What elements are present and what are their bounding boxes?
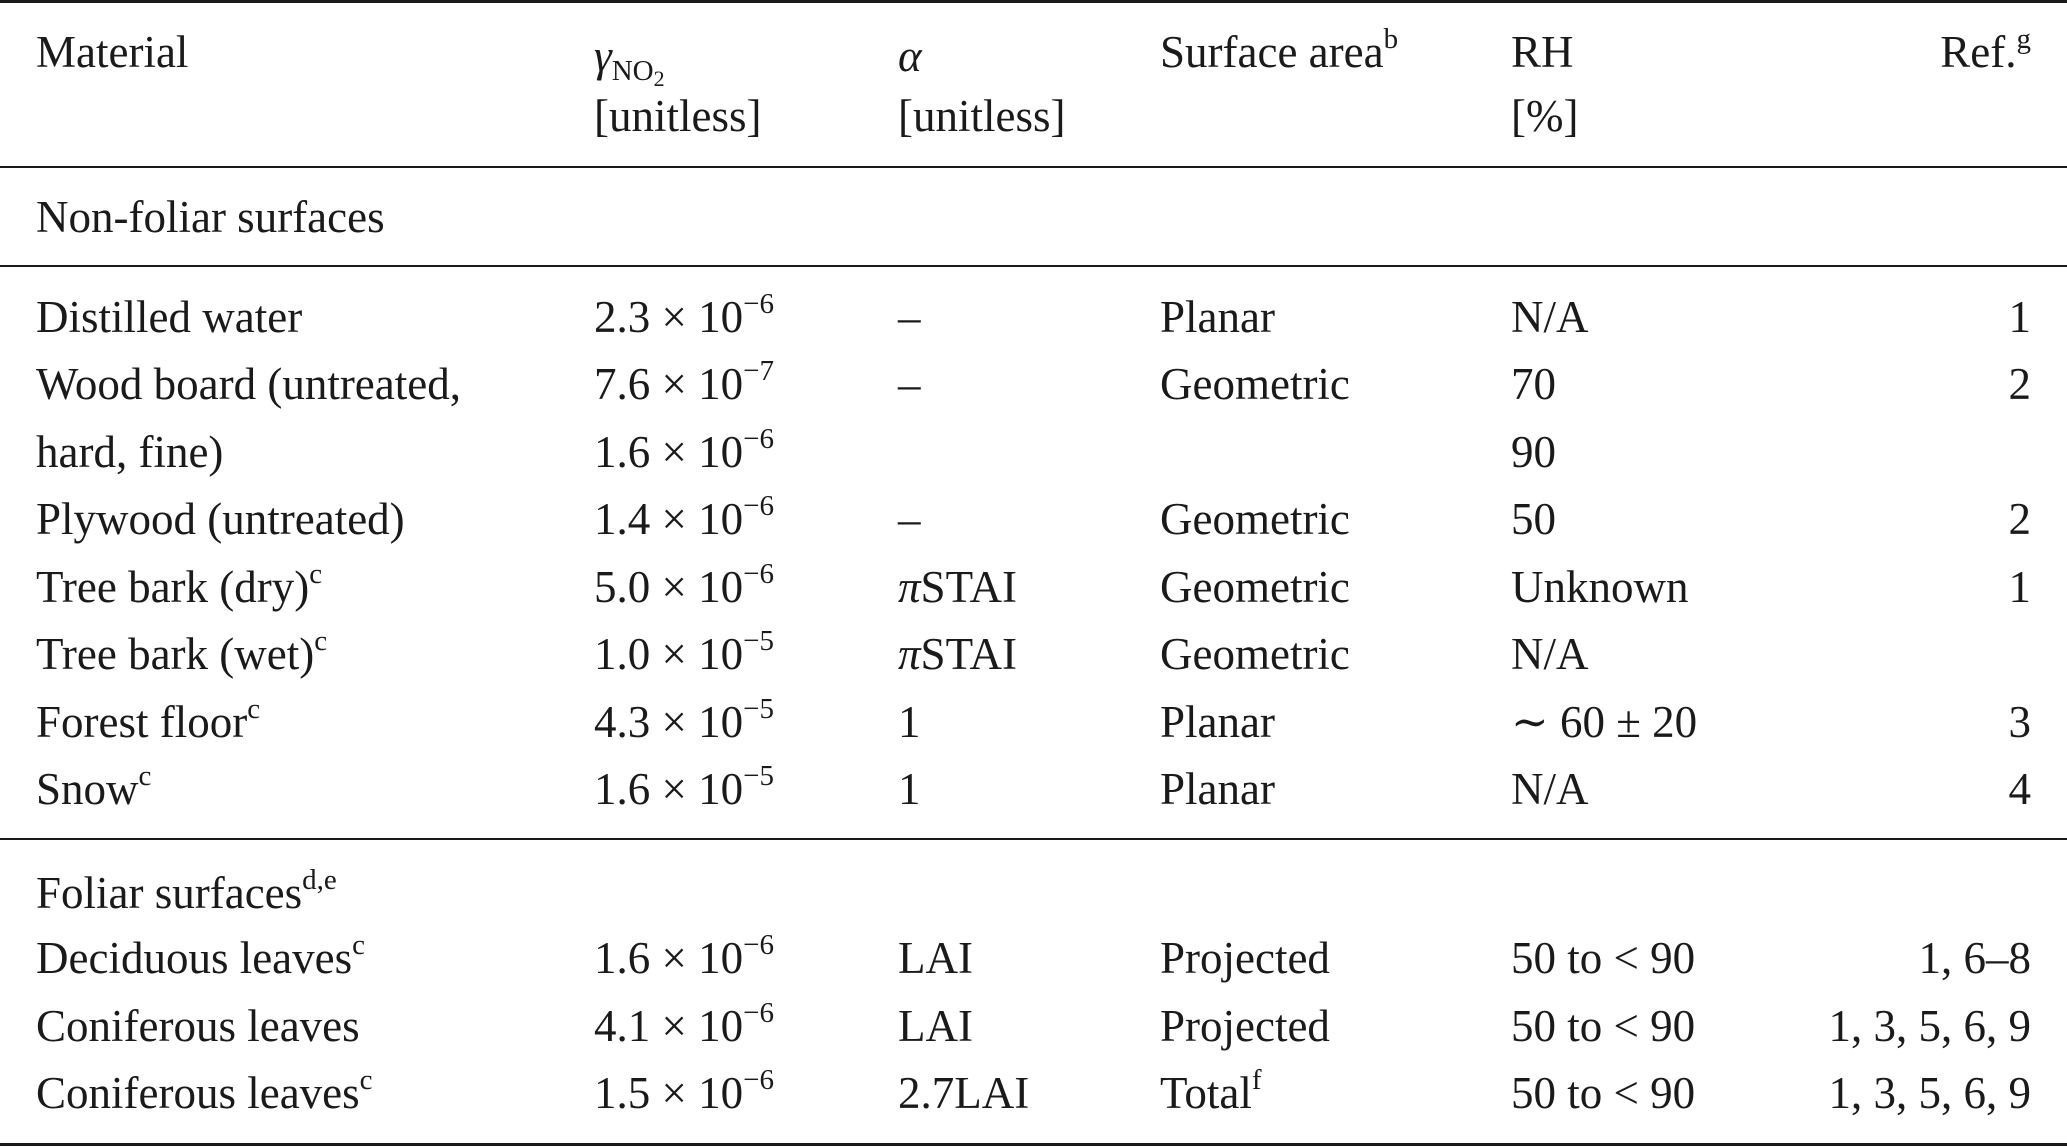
cell-gamma: 7.6 × 10−7 <box>594 355 774 409</box>
cell-alpha: 1 <box>898 697 921 747</box>
cell-material: Forest floorc <box>36 693 261 747</box>
cell-rh: Unknown <box>1511 562 1689 612</box>
cell-gamma: 1.6 × 10−5 <box>594 760 774 814</box>
cell-material: Plywood (untreated) <box>36 494 405 544</box>
cell-ref: 1, 3, 5, 6, 9 <box>1828 1068 2032 1118</box>
cell-material: Wood board (untreated, <box>36 359 461 409</box>
cell-rh: 50 <box>1511 494 1556 544</box>
cell-surface-area: Projected <box>1160 933 1330 983</box>
cell-rh: 50 to < 90 <box>1511 1001 1696 1051</box>
cell-material: Tree bark (wet)c <box>36 625 328 679</box>
cell-alpha: LAI <box>898 933 973 983</box>
header-bottom-rule <box>0 166 2067 168</box>
cell-surface-area: Planar <box>1160 764 1275 814</box>
cell-alpha: 1 <box>898 764 921 814</box>
header-rh: RH <box>1511 27 1574 77</box>
cell-surface-area: Geometric <box>1160 494 1350 544</box>
cell-surface-area: Planar <box>1160 697 1275 747</box>
cell-ref: 3 <box>2008 697 2032 747</box>
cell-ref: 1 <box>2008 292 2032 342</box>
cell-alpha: – <box>898 292 921 342</box>
cell-gamma: 1.5 × 10−6 <box>594 1064 774 1118</box>
cell-alpha: – <box>898 494 921 544</box>
cell-gamma: 1.6 × 10−6 <box>594 423 774 477</box>
cell-surface-area: Planar <box>1160 292 1275 342</box>
header-surface-area: Surface areab <box>1160 23 1399 77</box>
cell-gamma: 2.3 × 10−6 <box>594 288 774 342</box>
cell-gamma: 1.4 × 10−6 <box>594 490 774 544</box>
cell-alpha: – <box>898 359 921 409</box>
section-rule <box>0 838 2067 840</box>
cell-rh: ∼ 60 ± 20 <box>1511 697 1698 747</box>
cell-material: Tree bark (dry)c <box>36 558 323 612</box>
cell-rh: 50 to < 90 <box>1511 1068 1696 1118</box>
cell-rh: N/A <box>1511 629 1589 679</box>
cell-alpha: LAI <box>898 1001 973 1051</box>
cell-ref: 2 <box>2008 494 2032 544</box>
cell-gamma: 4.1 × 10−6 <box>594 997 774 1051</box>
cell-surface-area: Totalf <box>1160 1064 1262 1118</box>
cell-gamma: 1.6 × 10−6 <box>594 929 774 983</box>
cell-material: Coniferous leaves <box>36 1001 360 1051</box>
cell-ref: 1, 3, 5, 6, 9 <box>1828 1001 2032 1051</box>
cell-alpha: πSTAI <box>898 629 1017 679</box>
header-alpha-unit: [unitless] <box>898 91 1066 141</box>
cell-surface-area: Projected <box>1160 1001 1330 1051</box>
cell-ref: 1, 6–8 <box>1918 933 2032 983</box>
cell-surface-area: Geometric <box>1160 629 1350 679</box>
section-foliar: Foliar surfacesd,e <box>36 864 337 918</box>
cell-material: Snowc <box>36 760 152 814</box>
table-bottom-rule <box>0 1143 2067 1146</box>
cell-ref: 1 <box>2008 562 2032 612</box>
cell-gamma: 1.0 × 10−5 <box>594 625 774 679</box>
section-non-foliar: Non-foliar surfaces <box>36 192 385 242</box>
cell-alpha: πSTAI <box>898 562 1017 612</box>
cell-alpha: 2.7LAI <box>898 1068 1030 1118</box>
header-gamma: γNO2 <box>594 31 665 91</box>
cell-rh: N/A <box>1511 764 1589 814</box>
section-rule <box>0 265 2067 267</box>
cell-gamma: 5.0 × 10−6 <box>594 558 774 612</box>
header-ref: Ref.g <box>1940 23 2031 77</box>
cell-rh: 90 <box>1511 427 1556 477</box>
cell-material: Coniferous leavesc <box>36 1064 373 1118</box>
table-top-rule <box>0 0 2067 3</box>
cell-ref: 4 <box>2008 764 2032 814</box>
header-material: Material <box>36 27 189 77</box>
cell-material: hard, fine) <box>36 427 224 477</box>
cell-rh: 70 <box>1511 359 1556 409</box>
header-rh-unit: [%] <box>1511 91 1579 141</box>
cell-rh: 50 to < 90 <box>1511 933 1696 983</box>
header-gamma-unit: [unitless] <box>594 91 762 141</box>
cell-material: Distilled water <box>36 292 303 342</box>
cell-surface-area: Geometric <box>1160 359 1350 409</box>
cell-material: Deciduous leavesc <box>36 929 366 983</box>
cell-ref: 2 <box>2008 359 2032 409</box>
cell-gamma: 4.3 × 10−5 <box>594 693 774 747</box>
cell-rh: N/A <box>1511 292 1589 342</box>
cell-surface-area: Geometric <box>1160 562 1350 612</box>
header-alpha: α <box>898 31 922 81</box>
